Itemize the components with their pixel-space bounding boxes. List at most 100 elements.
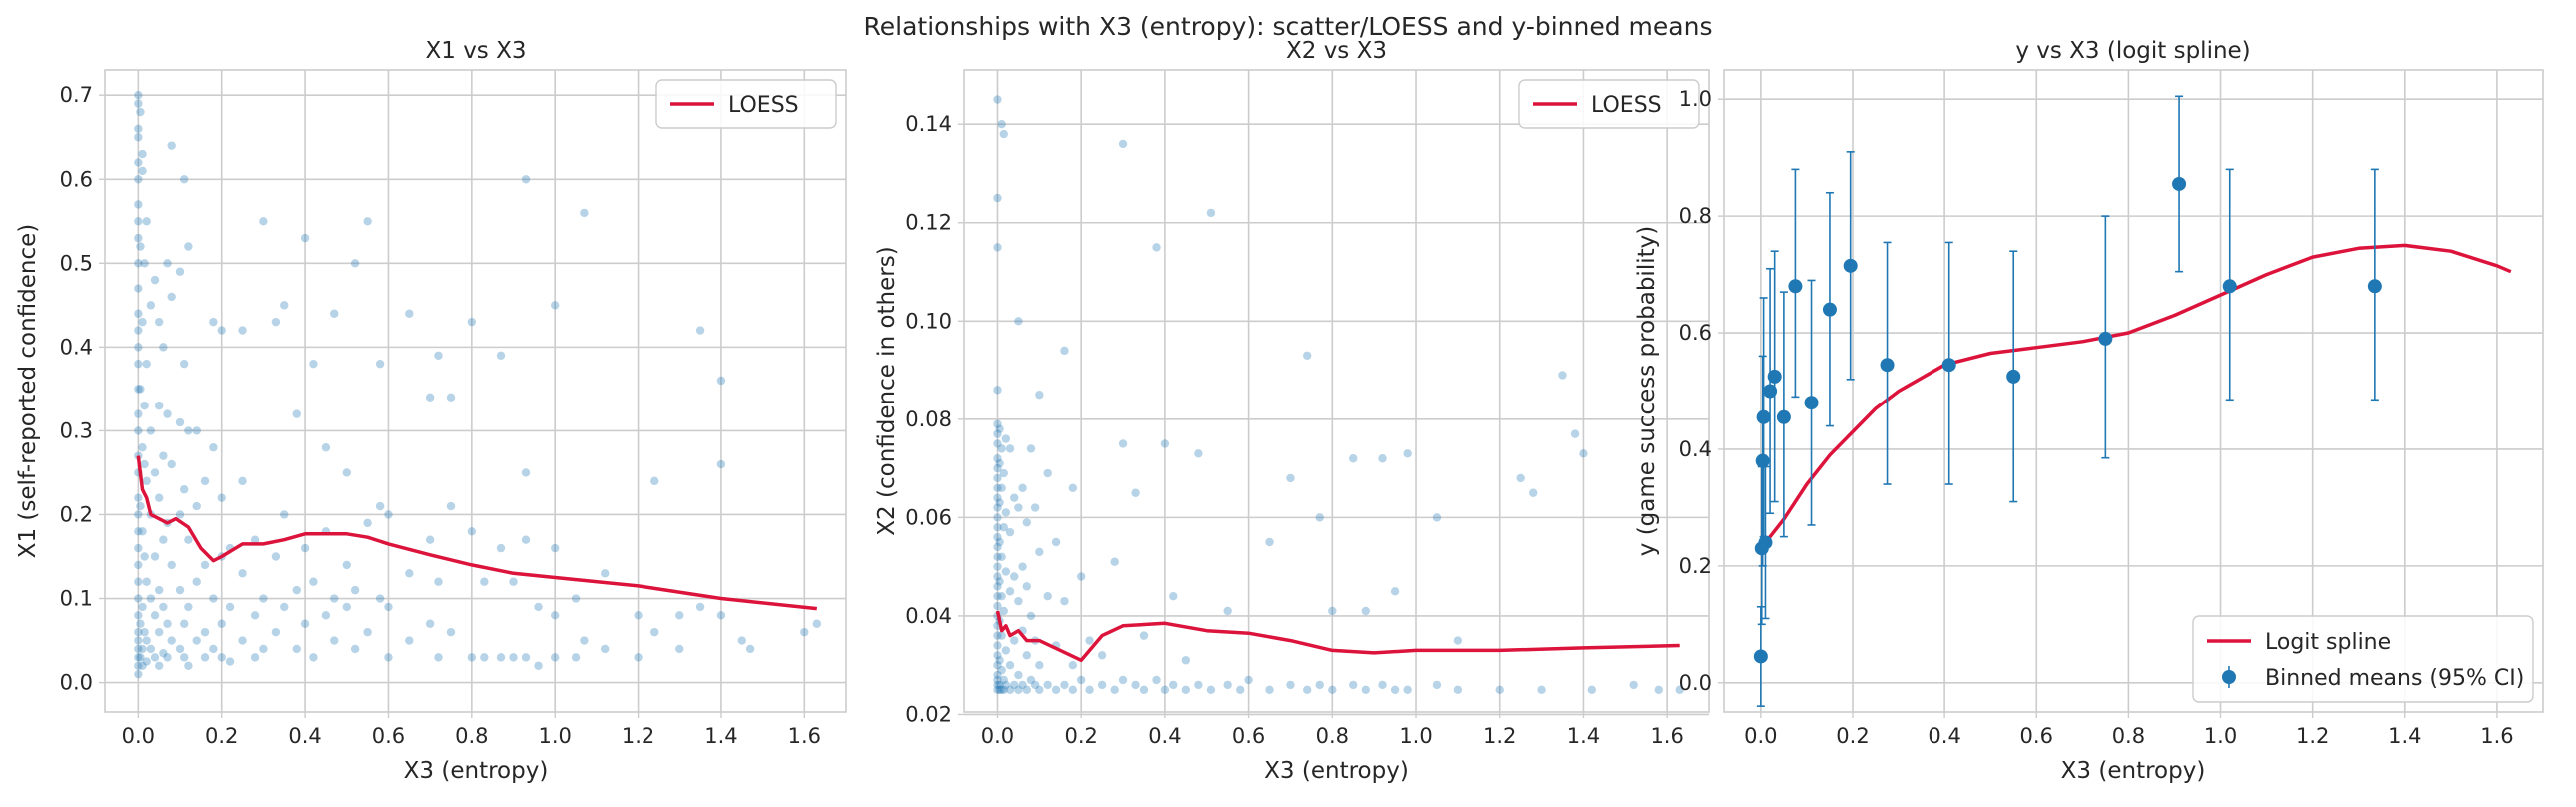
scatter-point (1152, 243, 1161, 252)
scatter-point (136, 619, 145, 628)
y-axis-label: X1 (self-reported confidence) (15, 224, 41, 559)
scatter-point (1361, 606, 1370, 616)
y-tick-label: 0.0 (1679, 671, 1712, 695)
scatter-point (434, 351, 443, 360)
scatter-point (446, 627, 456, 637)
scatter-point (993, 513, 1002, 522)
scatter-point (467, 653, 477, 662)
scatter-point (138, 443, 147, 452)
scatter-point (425, 535, 435, 544)
scatter-point (350, 585, 360, 595)
binned-mean-point (1758, 535, 1773, 550)
scatter-point (1005, 587, 1015, 596)
scatter-point (271, 317, 281, 327)
scatter-point (997, 665, 1006, 675)
scatter-point (634, 611, 643, 620)
scatter-point (175, 267, 185, 276)
scatter-point (1152, 675, 1161, 685)
scatter-point (250, 653, 260, 662)
panel-x1-vs-x3: 0.0 0.2 0.4 0.6 0.8 1.0 1.2 1.4 1.6 0.0 0.1 0.2 0.3 0… (15, 38, 847, 784)
scatter-point (993, 572, 1002, 581)
scatter-point (1060, 596, 1069, 606)
scatter-point (1026, 444, 1036, 453)
scatter-point (154, 493, 164, 502)
scatter-point (812, 619, 822, 628)
scatter-point (993, 386, 1002, 395)
scatter-point (1453, 636, 1463, 645)
scatter-point (134, 577, 143, 586)
y-tick-label: 0.7 (60, 83, 93, 107)
scatter-point (1349, 454, 1358, 463)
scatter-point (601, 644, 610, 654)
scatter-point (140, 627, 149, 637)
scatter-point (634, 653, 643, 662)
scatter-point (1286, 473, 1295, 483)
scatter-point (154, 661, 164, 670)
scatter-point (1068, 483, 1078, 493)
scatter-point (1139, 685, 1149, 695)
scatter-point (184, 661, 193, 670)
scatter-point (1118, 439, 1128, 448)
scatter-point (1060, 680, 1069, 690)
scatter-point (993, 562, 1002, 571)
scatter-point (1160, 685, 1170, 695)
x-axis-label: X3 (entropy) (404, 758, 549, 784)
scatter-point (716, 611, 726, 620)
scatter-point (1085, 636, 1094, 645)
scatter-point (192, 426, 201, 435)
scatter-point (154, 585, 164, 595)
scatter-point (1328, 685, 1337, 695)
scatter-point (997, 483, 1006, 493)
scatter-point (993, 503, 1002, 512)
scatter-point (997, 552, 1006, 561)
legend-label: Binned means (95% CI) (2265, 666, 2524, 691)
scatter-point (1001, 434, 1011, 443)
scatter-point (1587, 685, 1597, 695)
scatter-point (200, 476, 210, 486)
scatter-point (997, 685, 1006, 695)
binned-mean-point (2098, 331, 2113, 346)
scatter-point (997, 119, 1006, 129)
binned-mean-point (1756, 409, 1771, 424)
scatter-point (1014, 685, 1023, 695)
scatter-point (1035, 547, 1044, 557)
scatter-point (1675, 685, 1684, 695)
scatter-point (146, 594, 156, 603)
scatter-point (993, 532, 1002, 542)
scatter-point (1361, 685, 1370, 695)
scatter-point (217, 493, 226, 502)
scatter-point (993, 651, 1002, 660)
scatter-point (446, 501, 456, 511)
scatter-point (142, 217, 151, 226)
y-tick-label: 0.3 (60, 418, 93, 442)
scatter-point (140, 459, 149, 469)
y-tick-label: 0.8 (1679, 204, 1712, 228)
scatter-point (140, 402, 149, 410)
scatter-point (271, 627, 281, 637)
scatter-point (134, 385, 143, 394)
scatter-point (1022, 582, 1031, 591)
scatter-point (675, 644, 684, 654)
scatter-point (1432, 680, 1442, 690)
scatter-point (225, 657, 235, 666)
x-tick-label: 1.4 (704, 724, 737, 748)
x-tick-label: 1.4 (2388, 724, 2421, 748)
scatter-point (1005, 527, 1015, 537)
scatter-point (259, 644, 268, 654)
y-tick-label: 0.5 (60, 251, 93, 275)
scatter-point (142, 636, 151, 645)
scatter-point (995, 656, 1004, 665)
scatter-point (650, 627, 659, 637)
scatter-point (292, 644, 301, 654)
scatter-point (997, 631, 1006, 640)
panel-title: y vs X3 (logit spline) (2015, 38, 2250, 64)
scatter-point (142, 577, 151, 586)
axes-frame (104, 69, 847, 713)
y-tick-label: 0.12 (905, 211, 952, 235)
x-tick-label: 0.0 (981, 724, 1014, 748)
scatter-point (217, 326, 226, 335)
scatter-point (134, 669, 143, 679)
scatter-point (217, 653, 226, 662)
x-axis-label: X3 (entropy) (1264, 758, 1409, 784)
scatter-point (384, 510, 393, 519)
